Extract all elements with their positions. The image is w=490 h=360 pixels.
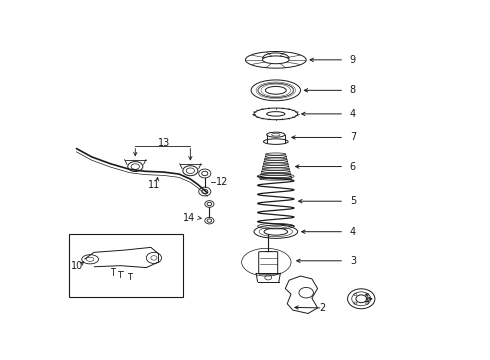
Bar [69, 234, 183, 297]
Text: 13: 13 [158, 138, 170, 148]
Text: 3: 3 [350, 256, 356, 266]
Text: 1: 1 [364, 294, 370, 304]
Text: 2: 2 [319, 303, 326, 313]
Text: 9: 9 [350, 55, 356, 65]
Text: 11: 11 [148, 180, 160, 190]
Text: 8: 8 [350, 85, 356, 95]
Text: 12: 12 [216, 177, 228, 188]
Text: 4: 4 [350, 109, 356, 119]
Text: 14: 14 [183, 213, 195, 223]
Text: 10: 10 [71, 261, 83, 271]
Text: 4: 4 [350, 227, 356, 237]
Text: 5: 5 [350, 196, 356, 206]
Text: 7: 7 [350, 132, 356, 143]
Text: 6: 6 [350, 162, 356, 172]
